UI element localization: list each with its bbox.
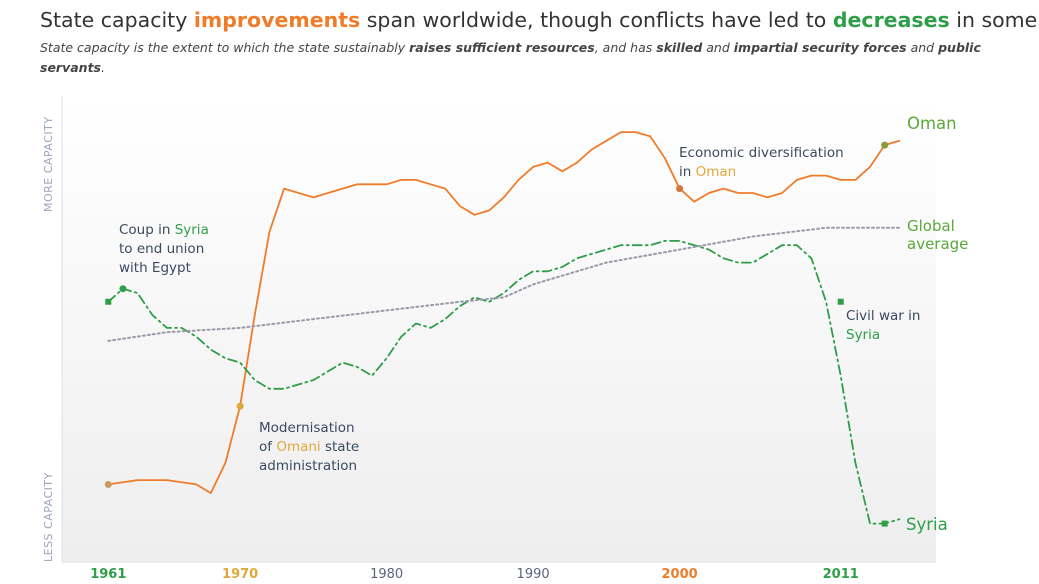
subtitle-text: and (702, 40, 734, 55)
subtitle-text: . (100, 60, 105, 75)
annotation-marker (837, 298, 844, 305)
annotation-text: of Omani state (259, 439, 359, 455)
annotation-marker (236, 402, 244, 410)
annotation-text: to end union (119, 241, 204, 257)
x-tick-label: 2000 (661, 567, 697, 582)
series-line-global-average (107, 226, 901, 342)
x-tick-label: 1980 (370, 567, 403, 582)
title-text: State capacity (40, 8, 194, 32)
annotation-text: in Oman (679, 164, 736, 180)
y-axis-label-top: MORE CAPACITY (42, 116, 55, 212)
y-axis-label-bottom: LESS CAPACITY (42, 472, 55, 562)
title-text: in some (949, 8, 1038, 32)
title-text: span worldwide, though conflicts have le… (360, 8, 833, 32)
annotation-text: with Egypt (119, 260, 191, 276)
end-label: Global (907, 217, 955, 235)
x-axis-ticks: 1961 1970 1980 1990 2000 2011 (90, 567, 859, 582)
series-layer (104, 131, 901, 527)
series-end-marker (881, 520, 888, 527)
title-improvements: improvements (193, 8, 361, 32)
x-tick-label: 1990 (517, 567, 550, 582)
annotation-text: Modernisation (259, 420, 355, 436)
end-label: average (907, 235, 968, 253)
annotation-text: Civil war in (846, 308, 920, 324)
subtitle-bold: impartial security forces (733, 40, 907, 55)
annotation-marker (119, 285, 127, 293)
plot-background (62, 96, 936, 562)
x-tick-label: 1961 (90, 567, 126, 582)
series-marker (104, 480, 112, 488)
subtitle-bold: raises sufficient resources (409, 40, 595, 55)
subtitle-bold: skilled (656, 40, 703, 55)
chart-subtitle: State capacity is the extent to which th… (40, 38, 1000, 78)
subtitle-text: State capacity is the extent to which th… (40, 40, 410, 55)
title-decreases: decreases (832, 8, 950, 32)
series-line-syria (107, 239, 901, 525)
subtitle-text: , and has (594, 40, 657, 55)
annotation-text: Syria (846, 327, 880, 343)
x-tick-label: 2011 (823, 567, 859, 582)
x-tick-label: 1970 (222, 567, 258, 582)
subtitle-text: and (906, 40, 939, 55)
annotation-marker (676, 185, 684, 193)
end-label: Syria (906, 515, 948, 534)
chart-title: State capacity improvements span worldwi… (40, 8, 1037, 32)
annotation-text: administration (259, 458, 357, 474)
series-line-oman (107, 131, 901, 495)
series-end-marker (881, 141, 889, 149)
end-label: Oman (907, 114, 957, 133)
annotation-text: Economic diversification (679, 145, 844, 161)
title-block: State capacity improvements span worldwi… (40, 8, 1037, 78)
annotation-text: Coup in Syria (119, 222, 209, 238)
subtitle-bold: public servants (40, 40, 981, 75)
series-marker (105, 298, 112, 305)
annotation-layer: Coup in Syria to end union with Egypt Moder… (119, 145, 920, 474)
